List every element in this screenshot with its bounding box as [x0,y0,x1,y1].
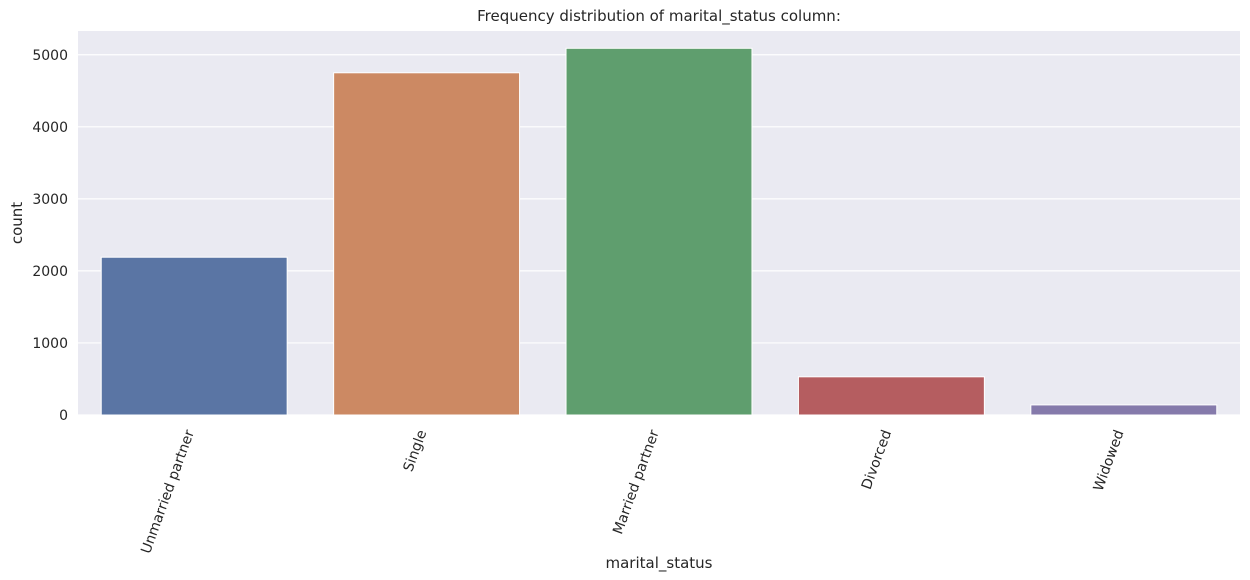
y-tick-label: 3000 [32,192,68,208]
bar [1030,404,1218,416]
x-tick-label: Married partner [610,428,663,537]
bar [100,256,288,416]
x-tick-label: Unmarried partner [138,428,198,556]
x-tick-label: Divorced [859,428,895,492]
x-axis-ticks: Unmarried partner Single Married partner Di… [138,428,1127,556]
x-tick-label: Widowed [1091,428,1128,493]
x-tick-label: Single [401,428,431,474]
chart-title: Frequency distribution of marital_status… [477,7,841,26]
y-tick-label: 0 [59,408,68,424]
y-tick-label: 2000 [32,264,68,280]
y-tick-label: 4000 [32,120,68,136]
bar [565,47,753,416]
x-axis-label: marital_status [606,554,713,573]
bar [333,72,521,416]
bars [100,47,1218,416]
y-axis-ticks: 0 1000 2000 3000 4000 5000 [32,48,68,424]
y-tick-label: 1000 [32,336,68,352]
y-axis-label: count [8,202,26,244]
bar [797,376,985,416]
y-tick-label: 5000 [32,48,68,64]
